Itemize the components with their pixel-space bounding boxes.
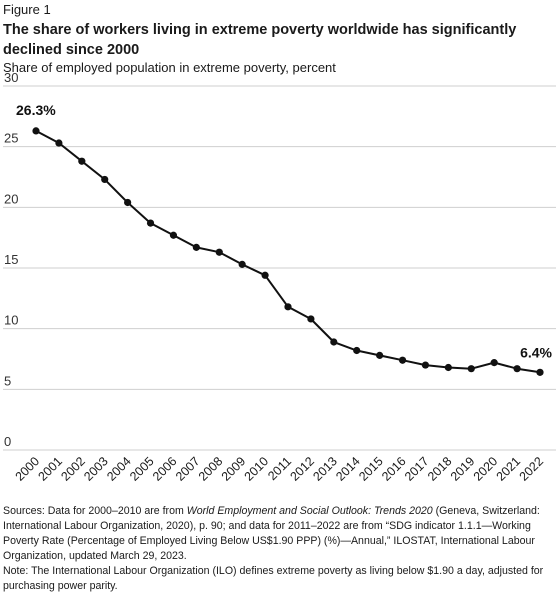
chart-footer: Sources: Data for 2000–2010 are from Wor… <box>3 504 553 594</box>
x-tick-label: 2003 <box>81 454 111 484</box>
x-tick-label: 2009 <box>219 454 249 484</box>
y-axis-ticks: 0 5 10 15 20 25 30 <box>4 70 18 449</box>
data-point <box>467 365 475 373</box>
data-point <box>307 315 315 323</box>
data-point <box>353 346 361 355</box>
data-label: 26.3% <box>16 102 56 118</box>
x-tick-label: 2017 <box>402 454 432 484</box>
chart-subtitle: Share of employed population in extreme … <box>3 60 336 75</box>
x-tick-label: 2002 <box>58 454 88 484</box>
data-point <box>55 139 63 147</box>
series-line <box>35 130 541 374</box>
data-point <box>513 365 521 373</box>
x-tick-label: 2008 <box>196 454 226 484</box>
y-tick-label: 25 <box>4 131 18 146</box>
sources-text: Sources: Data for 2000–2010 are from Wor… <box>3 505 540 562</box>
data-point <box>192 243 200 251</box>
x-tick-label: 2013 <box>310 454 340 484</box>
x-tick-label: 2015 <box>356 454 386 484</box>
x-tick-label: 2014 <box>333 454 363 484</box>
data-point <box>169 231 178 239</box>
data-point <box>261 271 269 279</box>
annotations: 26.3% 6.4% <box>16 102 553 360</box>
data-point <box>421 361 430 369</box>
x-tick-label: 2019 <box>448 454 478 484</box>
data-point <box>124 198 132 207</box>
chart-title: The share of workers living in extreme p… <box>3 22 517 58</box>
x-tick-label: 2000 <box>13 454 43 484</box>
data-point <box>284 303 292 311</box>
data-point <box>376 351 384 359</box>
x-tick-label: 2001 <box>35 454 65 484</box>
x-tick-label: 2004 <box>104 454 134 484</box>
data-label: 6.4% <box>520 344 552 360</box>
gridlines <box>3 85 556 451</box>
note-text: Note: The International Labour Organizat… <box>3 565 544 592</box>
y-tick-label: 20 <box>4 191 18 206</box>
data-point <box>330 338 338 346</box>
y-tick-label: 5 <box>4 373 11 388</box>
data-point <box>101 175 109 184</box>
x-tick-label: 2012 <box>287 454 317 484</box>
y-tick-label: 10 <box>4 313 18 328</box>
x-tick-label: 2022 <box>517 454 547 484</box>
data-point <box>444 363 452 372</box>
data-point <box>78 157 86 165</box>
x-tick-label: 2005 <box>127 454 157 484</box>
data-point <box>32 127 40 135</box>
data-point <box>490 359 498 367</box>
x-tick-label: 2021 <box>494 454 524 484</box>
data-point <box>398 356 407 364</box>
x-axis-ticks: 2000200120022003200420052006200720082009… <box>13 454 547 484</box>
y-tick-label: 15 <box>4 252 18 267</box>
x-tick-label: 2007 <box>173 454 203 484</box>
x-tick-label: 2006 <box>150 454 180 484</box>
x-tick-label: 2010 <box>242 454 272 484</box>
figure-label: Figure 1 <box>3 2 51 17</box>
x-tick-label: 2020 <box>471 454 501 484</box>
x-tick-label: 2018 <box>425 454 455 484</box>
x-tick-label: 2016 <box>379 454 409 484</box>
y-tick-label: 30 <box>4 70 18 85</box>
x-tick-label: 2011 <box>265 454 294 483</box>
data-point <box>536 368 544 376</box>
data-point <box>238 260 246 268</box>
series-layer <box>32 127 544 376</box>
data-point <box>146 219 155 227</box>
data-point <box>215 248 223 256</box>
y-tick-label: 0 <box>4 434 11 449</box>
